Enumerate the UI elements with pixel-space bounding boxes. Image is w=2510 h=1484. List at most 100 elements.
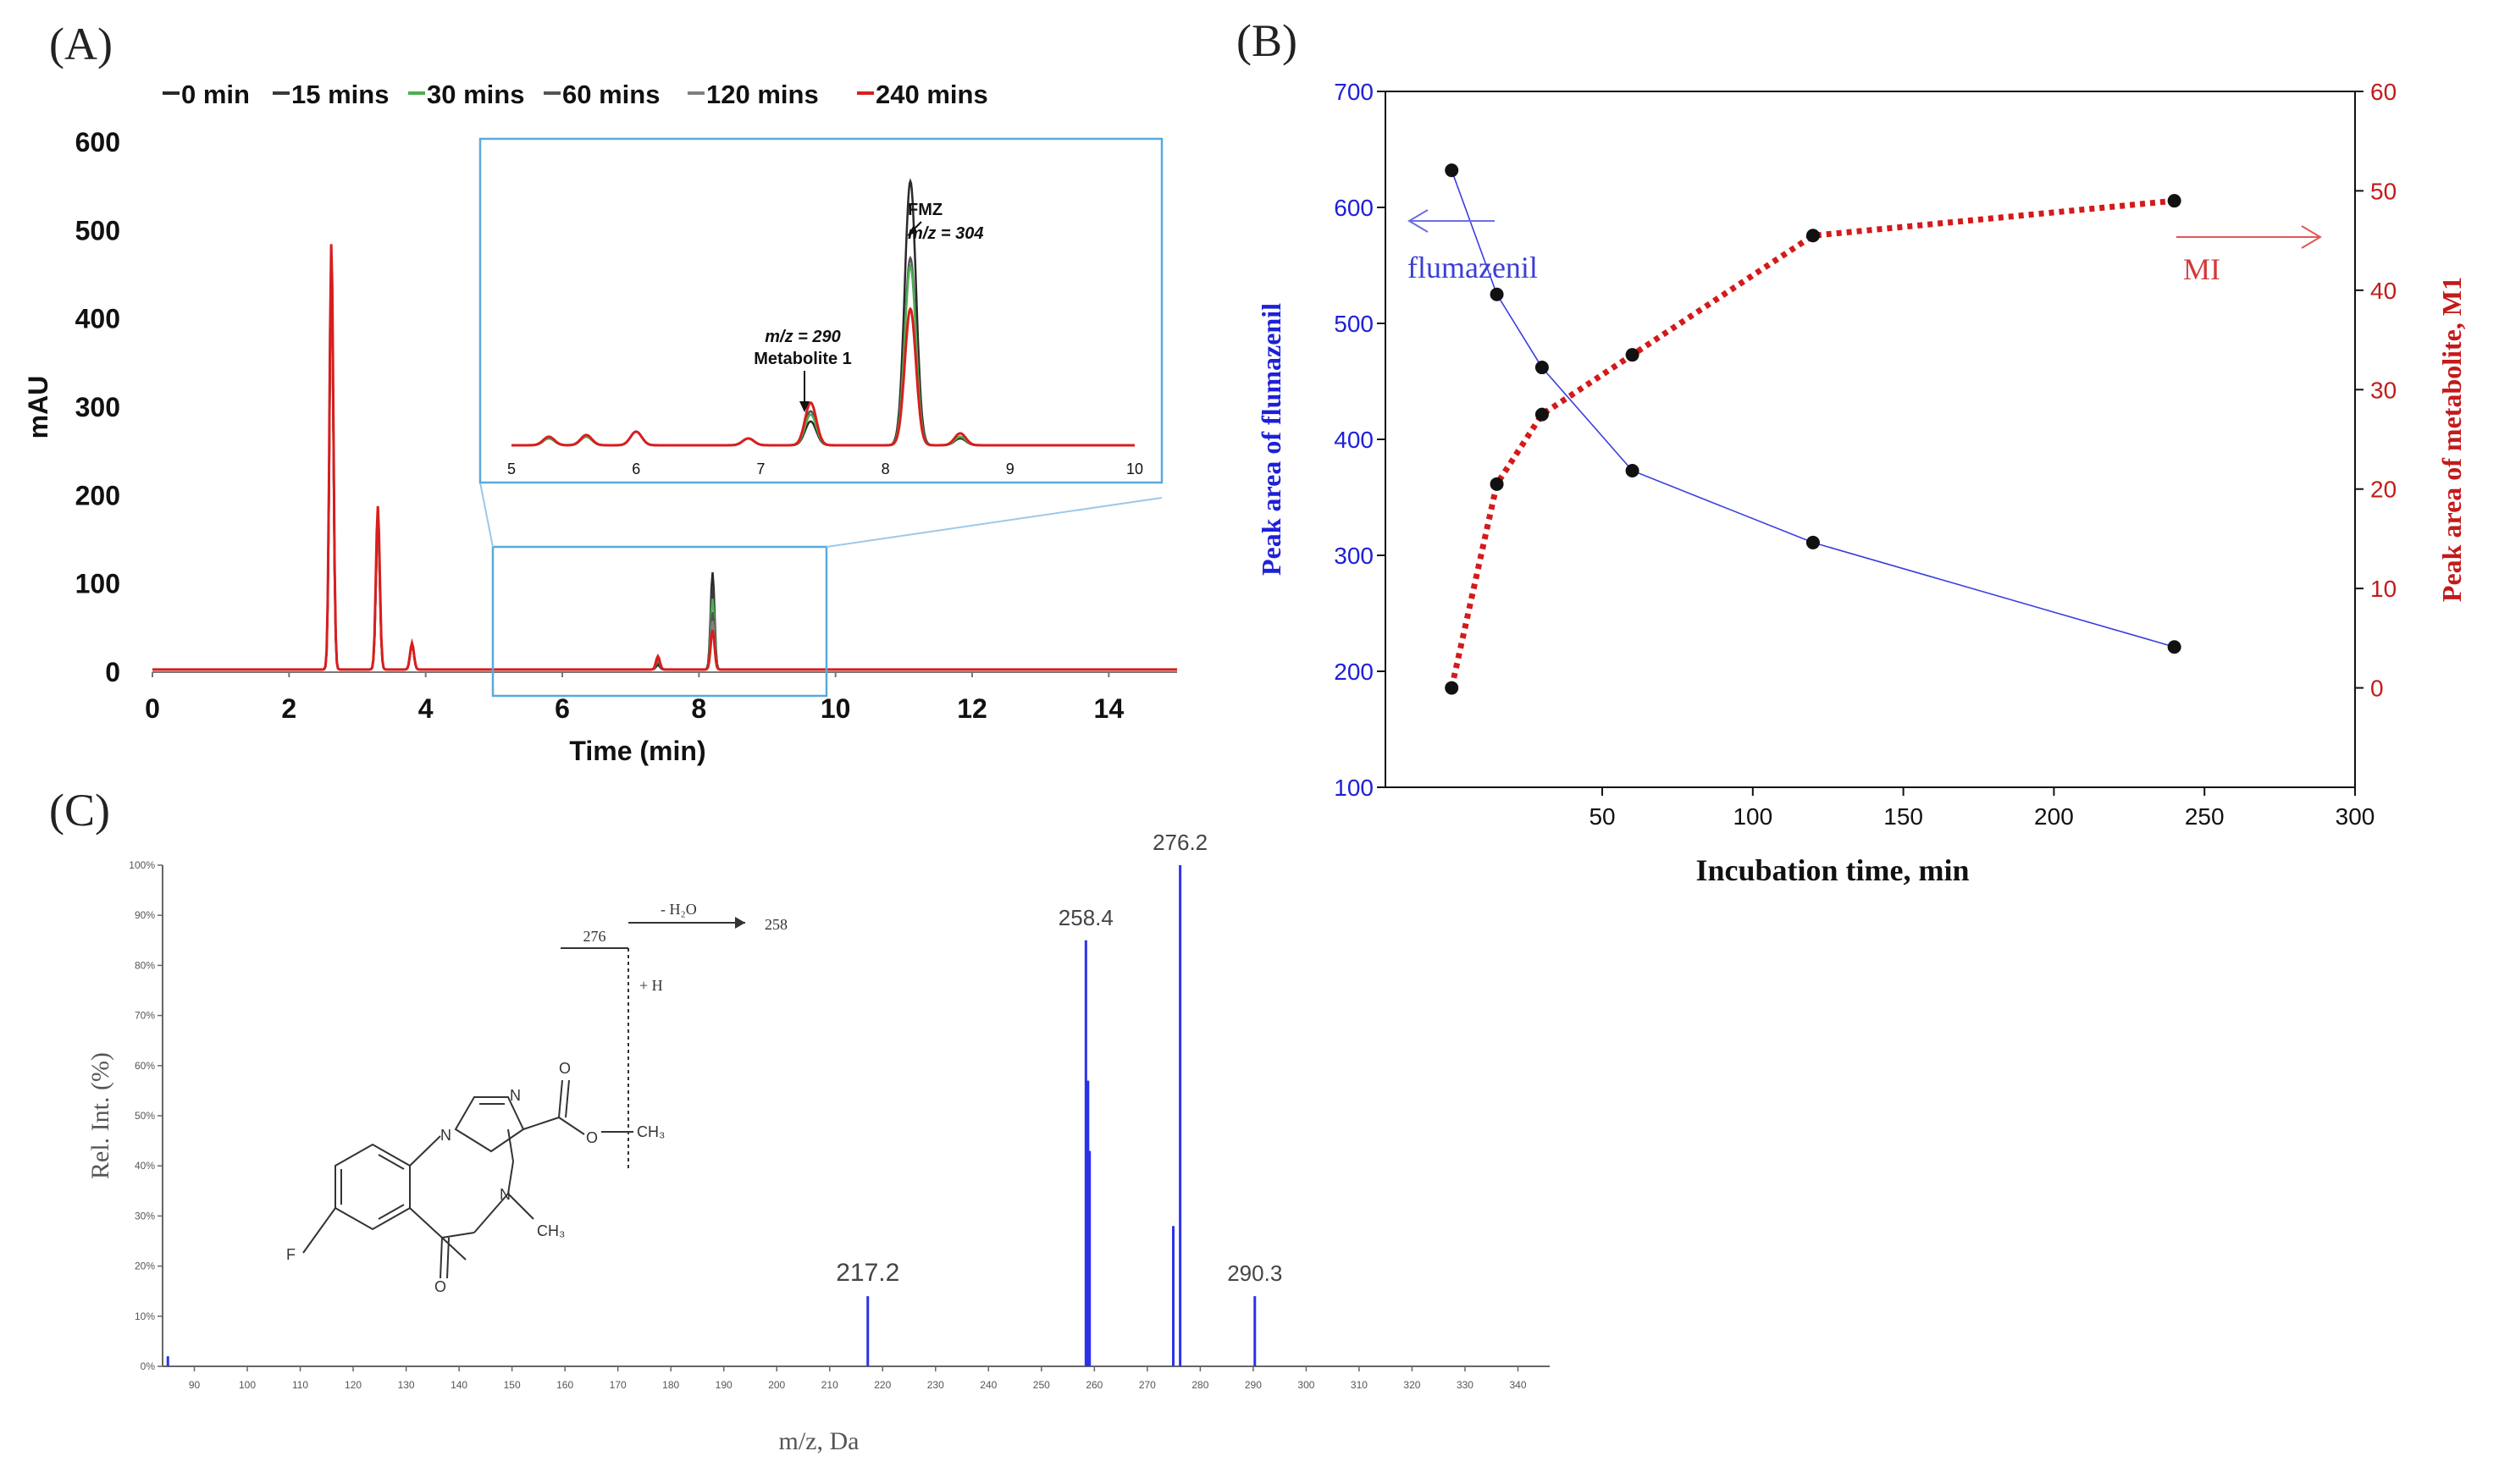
c-x-tick-label: 310 [1351,1379,1368,1391]
c-y-tick-label: 70% [135,1010,155,1022]
a-legend-label: 15 mins [291,80,389,109]
c-x-tick-label: 150 [504,1379,521,1391]
c-y-tick-label: 100% [129,859,155,871]
inset-x-tick-label: 6 [632,461,640,477]
zoom-region-box [491,545,828,698]
c-x-tick-label: 240 [980,1379,997,1391]
atom-o-carbonyl: O [434,1278,446,1295]
a-y-tick-label: 500 [75,215,120,245]
c-x-tick-label: 110 [292,1379,308,1391]
fmz-arrowhead [907,225,917,236]
inset-x-tick-label: 8 [882,461,890,477]
a-x-tick-label: 14 [1094,693,1125,724]
c-x-tick-label: 330 [1457,1379,1473,1391]
metabolite-name-label: Metabolite 1 [754,350,852,368]
inset-x-axis: 5 6 7 8 9 10 [507,461,1143,477]
panel-b-x-label: Incubation time, min [1695,853,1969,887]
b-metabolite-line [1448,197,2175,689]
structure-atom-labels: F O O O N N N CH₃ CH₃ [286,1060,665,1295]
mi-arrow [2176,225,2322,249]
c-x-tick-label: 200 [768,1379,785,1391]
c-x-tick-label: 270 [1139,1379,1156,1391]
b-left-tick-label: 700 [1334,79,1374,105]
c-x-tick-label: 340 [1509,1379,1526,1391]
inset-frame [478,137,1164,484]
metabolite-arrowhead [799,401,810,412]
atom-n-imidazole: N [510,1087,521,1104]
b-right-tick-label: 0 [2370,676,2384,702]
a-y-tick-label: 0 [105,657,120,687]
b-flumazenil-point [1805,535,1820,549]
panel-c-label: (C) [49,785,110,836]
atom-f: F [286,1246,296,1263]
c-x-tick-label: 250 [1033,1379,1050,1391]
panel-a-y-label: mAU [23,376,53,439]
c-x-tick-label: 170 [610,1379,627,1391]
c-y-tick-label: 90% [135,909,155,921]
panel-a-legend: 0 min 15 mins 30 mins 60 mins 120 mins 240 mi… [163,80,988,109]
inset-x-tick-label: 5 [507,461,516,477]
a-legend-label: 240 mins [876,80,988,109]
flumazenil-structure [302,1079,585,1279]
c-x-tick-label: 130 [398,1379,415,1391]
panel-b-left-y-label: Peak area of flumazenil [1256,303,1286,576]
c-y-tick-label: 30% [135,1210,155,1222]
panel-c-x-label: m/z, Da [779,1427,860,1455]
b-right-tick-label: 30 [2370,377,2397,403]
panel-a-x-axis: 0 2 4 6 8 10 12 14 [145,671,1177,724]
b-left-tick-label: 500 [1334,311,1374,337]
fragment-parent-mz: 276 [583,928,606,945]
n-methyl: CH₃ [537,1222,565,1239]
c-x-tick-label: 100 [239,1379,256,1391]
a-y-tick-label: 400 [75,304,120,334]
panel-b-axes: 100 200 300 400 500 600 700 0 10 20 30 40 50 60 50 100 1… [1334,79,2397,830]
b-flumazenil-point [1490,287,1504,301]
c-x-tick-label: 140 [451,1379,467,1391]
panel-a-label: (A) [49,19,113,69]
a-x-tick-label: 0 [145,693,160,724]
b-metabolite-point [2167,194,2181,208]
benzene-ring [334,1143,411,1231]
b-flumazenil-point [1445,163,1459,178]
panel-c-axes: 0% 10% 20% 30% 40% 50% 60% 70% 80% 90% 100% 90 100 11… [129,859,1550,1391]
fmz-label: FMZ [908,201,943,219]
inset-x-tick-label: 10 [1126,461,1143,477]
b-metabolite-point [1534,407,1549,422]
b-left-tick-label: 600 [1334,195,1374,221]
b-metabolite-point [1445,681,1459,695]
atom-o-ester-double: O [559,1060,571,1077]
fragment-loss-label: - H₂O [661,901,697,918]
a-legend-label: 0 min [181,80,250,109]
b-right-tick-label: 40 [2370,278,2397,304]
a-x-tick-label: 6 [555,693,570,724]
panel-b-plot-frame [1385,91,2356,788]
c-peak-label: 258.4 [1059,905,1114,930]
a-x-tick-label: 10 [821,693,851,724]
a-x-tick-label: 4 [418,693,434,724]
c-x-tick-label: 210 [821,1379,838,1391]
inset-trace [511,306,1135,447]
panel-b-label: (B) [1236,15,1297,66]
c-y-tick-label: 10% [135,1310,155,1322]
a-legend-label: 30 mins [427,80,524,109]
c-x-tick-label: 290 [1245,1379,1262,1391]
c-peak-label: 217.2 [836,1259,899,1287]
b-left-tick-label: 300 [1334,543,1374,569]
a-legend-label: 60 mins [562,80,660,109]
c-y-tick-label: 50% [135,1110,155,1122]
imidazole-ring [454,1096,525,1153]
fmz-mz-label: m/z = 304 [908,224,984,243]
inset-traces [511,178,1135,447]
b-flumazenil-line [1451,169,2175,648]
b-x-tick-label: 100 [1733,803,1772,830]
b-right-tick-label: 20 [2370,477,2397,503]
fragment-loss-arrowhead [735,917,745,929]
c-y-tick-label: 0% [141,1360,156,1372]
b-right-tick-label: 60 [2370,79,2397,105]
c-x-tick-label: 230 [927,1379,944,1391]
b-right-tick-label: 10 [2370,576,2397,602]
panel-b: (B) 100 200 300 400 500 600 700 0 10 20 30 40 50 60 50… [1236,15,2467,887]
fragment-product-mz: 258 [765,916,788,933]
b-left-tick-label: 100 [1334,775,1374,801]
